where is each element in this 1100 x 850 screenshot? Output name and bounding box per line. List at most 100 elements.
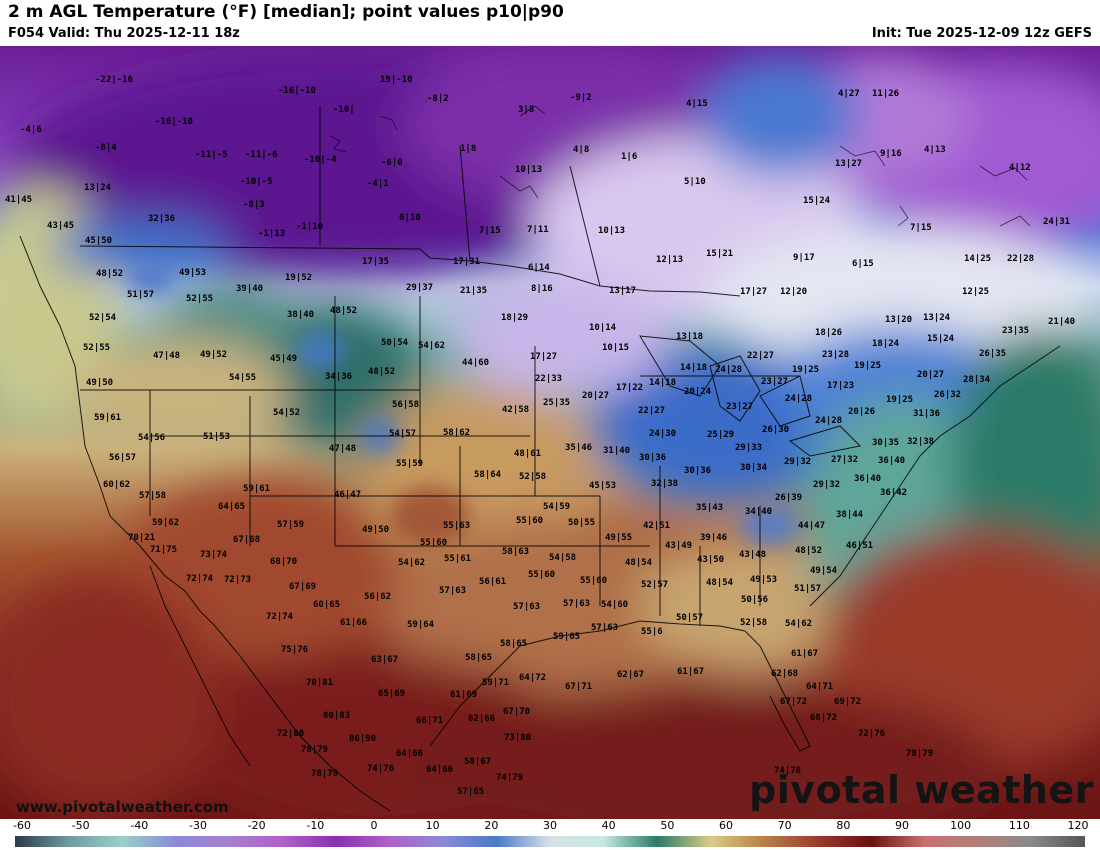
point-value: 54|57 (389, 429, 416, 439)
point-value: 52|54 (89, 313, 117, 323)
point-value: 70|81 (306, 678, 333, 688)
point-value: 67|68 (233, 535, 260, 545)
point-value: 7|11 (527, 225, 549, 235)
point-value: 58|62 (443, 428, 470, 438)
point-value: 62|66 (468, 714, 495, 724)
point-value: 58|67 (464, 757, 491, 767)
colorbar-tick-label: 90 (895, 819, 909, 832)
point-value: 55|63 (443, 521, 470, 531)
point-value: 34|40 (745, 507, 772, 517)
colorbar-tick-label: 20 (484, 819, 499, 832)
point-value: 59|65 (553, 632, 580, 642)
point-value: -10| (333, 105, 355, 115)
point-value: 13|20 (885, 315, 912, 325)
colorbar-tick-label: 120 (1067, 819, 1089, 832)
point-value: 57|63 (563, 599, 590, 609)
point-value: 55|60 (580, 576, 607, 586)
point-value: 52|55 (186, 294, 213, 304)
colorbar-tick-label: 110 (1008, 819, 1030, 832)
point-value: 13|24 (84, 183, 112, 193)
point-value: 68|70 (270, 557, 297, 567)
point-value: 36|40 (854, 474, 881, 484)
point-value: 74|76 (367, 764, 394, 774)
point-value: 59|64 (407, 620, 435, 630)
point-value: 18|29 (501, 313, 528, 323)
point-value: 59|61 (243, 484, 270, 494)
point-value: 49|54 (810, 566, 838, 576)
point-value: 14|18 (649, 378, 676, 388)
point-value: 51|53 (203, 432, 230, 442)
point-value: 14|18 (680, 363, 707, 373)
point-value: 48|61 (514, 449, 541, 459)
colorbar-tick-label: 40 (601, 819, 616, 832)
point-value: 6|14 (528, 263, 550, 273)
point-value: 19|-10 (380, 75, 413, 85)
point-value: 1|8 (460, 144, 476, 154)
point-value: -4|1 (367, 179, 389, 189)
temperature-map[interactable]: -22|-16 -16|-10 19|-10 -8|2 -9|2 -4|6 -16|-10 -… (0, 46, 1100, 819)
point-value: 48|52 (330, 306, 357, 316)
point-value: 58|64 (474, 470, 502, 480)
point-value: 31|36 (913, 409, 940, 419)
point-value: 49|55 (605, 533, 632, 543)
point-value: 55|6 (641, 627, 663, 637)
point-value: 22|33 (535, 374, 562, 384)
point-value: 17|22 (616, 383, 643, 393)
point-value: 64|65 (218, 502, 245, 512)
point-value: 43|50 (697, 555, 724, 565)
point-value: 10|13 (515, 165, 542, 175)
point-value: 59|71 (482, 678, 509, 688)
point-value: 4|27 (838, 89, 860, 99)
point-value: 31|40 (603, 446, 630, 456)
point-value: -8|3 (243, 200, 265, 210)
point-value: 17|23 (827, 381, 854, 391)
point-value: 64|66 (426, 765, 453, 775)
point-value: 43|48 (739, 550, 766, 560)
point-value: 59|62 (152, 518, 179, 528)
colorbar-tick-label: -50 (71, 819, 90, 832)
point-value: 55|60 (528, 570, 555, 580)
point-value: 61|69 (450, 690, 477, 700)
point-value: 54|52 (273, 408, 300, 418)
point-value: 74|78 (774, 766, 801, 776)
point-value: 19|25 (886, 395, 913, 405)
point-value: 24|31 (1043, 217, 1070, 227)
point-value: 48|52 (368, 367, 395, 377)
point-value: 70|21 (128, 533, 155, 543)
point-value: 57|63 (439, 586, 466, 596)
point-value: 57|59 (277, 520, 304, 530)
valid-time: F054 Valid: Thu 2025-12-11 18z (8, 26, 240, 41)
point-value: 35|43 (696, 503, 723, 513)
point-value: 13|17 (609, 286, 636, 296)
point-value: 10|15 (602, 343, 629, 353)
point-value: 46|51 (846, 541, 873, 551)
point-value: 80|83 (323, 711, 350, 721)
point-value: 10|14 (589, 323, 617, 333)
point-value: 49|50 (86, 378, 113, 388)
point-value: 48|52 (96, 269, 123, 279)
point-value: 54|59 (543, 502, 570, 512)
colorbar-tick-label: -40 (130, 819, 149, 832)
point-value: 32|38 (907, 437, 934, 447)
website-label[interactable]: www.pivotalweather.com (16, 798, 229, 816)
point-value: 15|24 (803, 196, 831, 206)
point-value: 49|53 (750, 575, 777, 585)
point-value: 72|74 (266, 612, 294, 622)
point-value: 67|70 (503, 707, 530, 717)
point-value: 17|27 (530, 352, 557, 362)
point-value: -16|-10 (155, 117, 193, 127)
colorbar-tick-label: 60 (719, 819, 733, 832)
point-value: -11|-6 (245, 150, 278, 160)
point-value: 72|80 (277, 729, 304, 739)
point-value: 52|55 (83, 343, 110, 353)
point-value: 29|37 (406, 283, 433, 293)
point-value: 20|26 (848, 407, 875, 417)
point-value: 67|71 (565, 682, 592, 692)
init-time: Init: Tue 2025-12-09 12z GEFS (871, 26, 1092, 41)
point-value: 52|58 (740, 618, 767, 628)
point-value: 4|13 (924, 145, 946, 155)
point-value: 27|32 (831, 455, 858, 465)
point-value: 22|28 (1007, 254, 1034, 264)
colorbar-tick-label: 10 (425, 819, 440, 832)
point-value: 78|79 (301, 745, 328, 755)
